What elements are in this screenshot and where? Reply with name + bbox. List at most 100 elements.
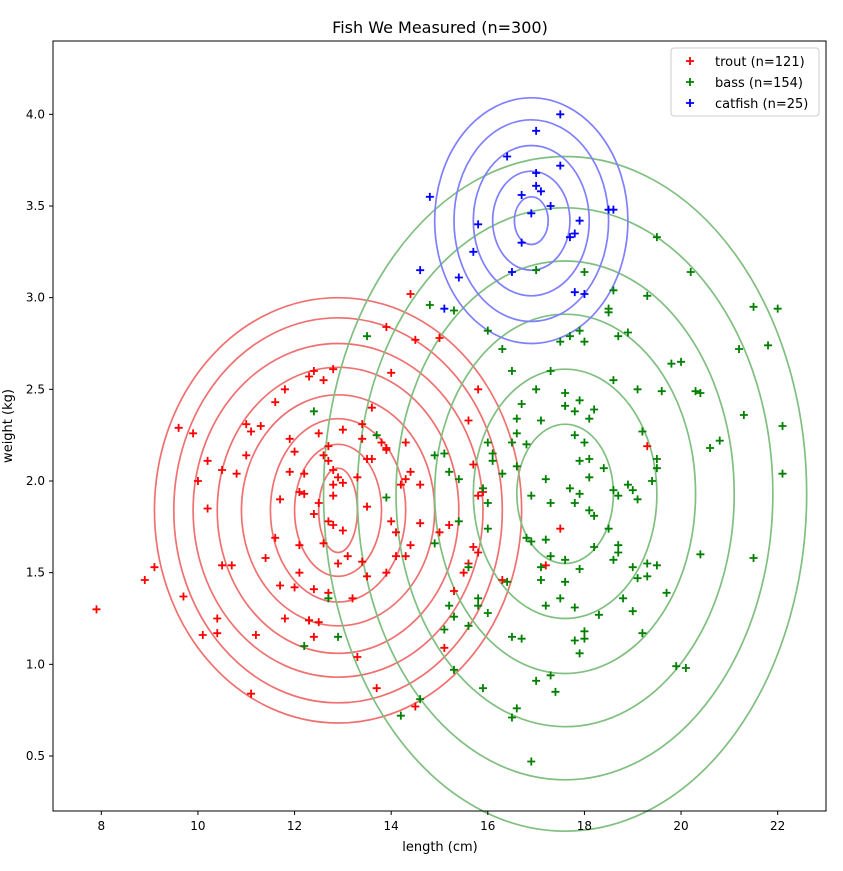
bass-point bbox=[546, 499, 555, 507]
bass-point bbox=[474, 601, 483, 610]
catfish-point bbox=[469, 247, 478, 256]
trout-point bbox=[416, 519, 425, 528]
bass-point bbox=[643, 572, 652, 581]
trout-point bbox=[334, 559, 343, 568]
bass-point bbox=[628, 563, 637, 572]
trout-point bbox=[174, 423, 183, 432]
bass-point bbox=[604, 304, 613, 313]
trout-point bbox=[411, 702, 420, 711]
catfish-point bbox=[532, 169, 541, 177]
legend: trout (n=121) bass (n=154) catfish (n=25) bbox=[670, 47, 820, 117]
bass-point bbox=[652, 561, 661, 570]
bass-point bbox=[449, 665, 458, 674]
trout-point bbox=[440, 643, 449, 652]
trout-point bbox=[314, 429, 323, 438]
bass-point bbox=[541, 475, 550, 484]
bass-point bbox=[628, 607, 637, 616]
trout-point bbox=[377, 438, 386, 447]
trout-point bbox=[247, 427, 256, 436]
legend-box bbox=[670, 47, 820, 117]
trout-point bbox=[271, 533, 280, 542]
bass-point bbox=[609, 555, 618, 564]
bass-point bbox=[764, 341, 773, 350]
bass-point bbox=[681, 664, 690, 672]
trout-point bbox=[387, 368, 396, 377]
bass-point bbox=[532, 266, 541, 275]
bass-point bbox=[474, 594, 483, 603]
catfish-point bbox=[503, 152, 512, 161]
bass-point bbox=[575, 396, 584, 405]
bass-point bbox=[478, 484, 487, 493]
catfish-point bbox=[536, 187, 545, 196]
y-tick-label: 2.0 bbox=[26, 474, 45, 488]
trout-point bbox=[556, 524, 565, 533]
bass-point bbox=[739, 411, 748, 419]
trout-point bbox=[324, 456, 333, 465]
trout-point bbox=[247, 689, 256, 698]
bass-point bbox=[527, 491, 536, 500]
trout-point bbox=[213, 629, 222, 638]
bass-point bbox=[570, 431, 579, 440]
trout-point bbox=[280, 614, 289, 623]
trout-point bbox=[382, 568, 391, 577]
trout-point bbox=[285, 467, 294, 476]
trout-point bbox=[242, 451, 251, 460]
bass-point bbox=[324, 594, 333, 603]
bass-point bbox=[633, 385, 642, 394]
catfish-point bbox=[425, 192, 434, 201]
bass-point bbox=[580, 627, 589, 636]
trout-point bbox=[358, 557, 367, 566]
bass-point bbox=[507, 367, 516, 375]
bass-point bbox=[507, 438, 516, 447]
bass-point bbox=[546, 671, 555, 680]
x-tick-label: 14 bbox=[384, 819, 399, 833]
trout-point bbox=[449, 587, 458, 595]
bass-point bbox=[590, 543, 599, 551]
trout-point bbox=[242, 420, 251, 429]
bass-point bbox=[416, 695, 425, 704]
trout-point bbox=[406, 467, 415, 476]
trout-point bbox=[218, 561, 227, 570]
legend-marker-bass bbox=[686, 78, 694, 86]
x-tick-label: 22 bbox=[770, 819, 785, 833]
catfish-point bbox=[532, 126, 541, 135]
bass-point bbox=[449, 612, 458, 621]
bass-point bbox=[512, 462, 521, 471]
trout-point bbox=[290, 583, 299, 592]
catfish-point bbox=[527, 209, 536, 218]
catfish-point bbox=[556, 110, 565, 119]
bass-point bbox=[561, 577, 570, 586]
trout-point bbox=[324, 517, 333, 526]
bass-point bbox=[536, 563, 545, 572]
chart-title: Fish We Measured (n=300) bbox=[332, 18, 548, 37]
trout-point bbox=[406, 290, 415, 298]
bass-point bbox=[580, 634, 589, 643]
bass-point bbox=[614, 332, 623, 341]
plot-area-frame bbox=[52, 40, 827, 812]
bass-point bbox=[488, 449, 497, 458]
bass-point bbox=[454, 475, 463, 484]
bass-point bbox=[599, 464, 608, 473]
bass-point bbox=[445, 601, 454, 610]
trout-point bbox=[401, 552, 410, 561]
trout-point bbox=[150, 563, 159, 572]
trout-point bbox=[372, 684, 381, 693]
bass-point bbox=[643, 291, 652, 300]
bass-point bbox=[667, 359, 676, 368]
bass-point bbox=[300, 642, 309, 650]
trout-point bbox=[140, 576, 149, 584]
bass-point bbox=[464, 563, 473, 572]
bass-point bbox=[570, 499, 579, 507]
trout-point bbox=[305, 372, 314, 381]
bass-point bbox=[483, 326, 492, 335]
trout-point bbox=[213, 614, 222, 623]
bass-point bbox=[478, 684, 487, 693]
bass-point bbox=[498, 345, 507, 353]
trout-point bbox=[353, 473, 362, 482]
bass-point bbox=[454, 517, 463, 526]
trout-point bbox=[392, 552, 401, 561]
trout-point bbox=[406, 541, 415, 550]
trout-point bbox=[203, 504, 212, 513]
catfish-point bbox=[517, 191, 526, 199]
trout-point bbox=[338, 478, 347, 487]
